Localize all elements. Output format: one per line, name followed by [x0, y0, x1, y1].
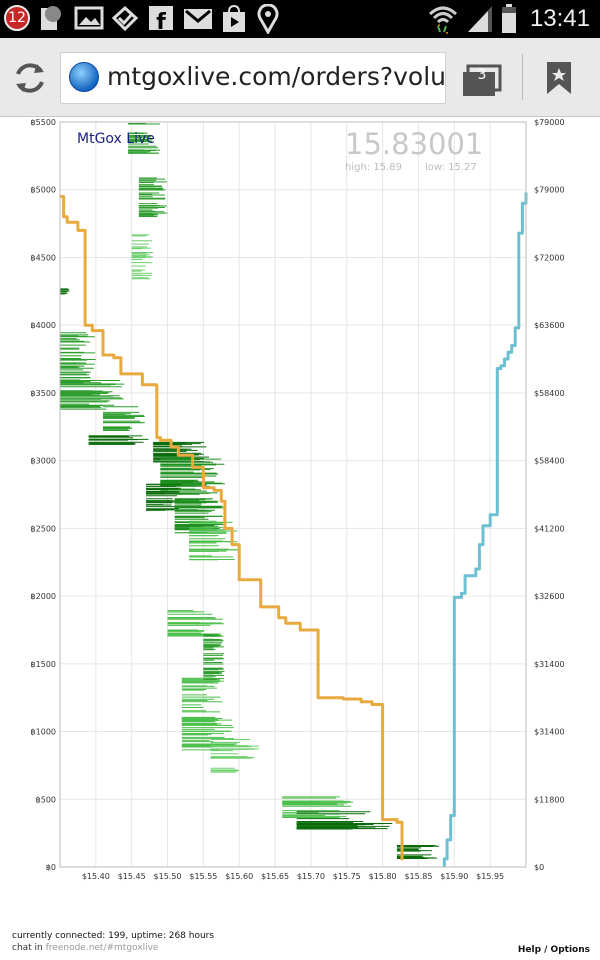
tabs-icon[interactable]: [460, 64, 504, 98]
y-right-tick-label: $79000: [534, 118, 565, 127]
x-tick-label: $15.85: [404, 872, 432, 881]
y-right-tick-label: $0: [534, 863, 544, 872]
gmail-icon: [184, 9, 212, 29]
facebook-icon: f: [149, 6, 173, 32]
high-price: high: 15.89: [345, 162, 402, 173]
x-tick-label: $15.90: [440, 872, 468, 881]
connection-status: currently connected: 199, uptime: 268 ho…: [12, 931, 215, 941]
y-left-tick-label: ฿2500: [31, 524, 56, 533]
y-left-tick-label: ฿500: [36, 795, 56, 804]
browser-toolbar: mtgoxlive.com/orders?volu 3: [0, 38, 600, 117]
x-axis: $15.40 $15.45 $15.50 $15.55 $15.60 $15.65 $15.…: [82, 872, 504, 881]
bid-depth-line: [60, 195, 404, 861]
clock: 13:41: [529, 5, 590, 32]
x-tick-label: $15.65: [261, 872, 289, 881]
x-tick-label: $15.60: [225, 872, 253, 881]
x-tick-label: $15.80: [369, 872, 397, 881]
globe-icon: [69, 62, 99, 92]
check-icon: [111, 5, 139, 32]
y-left-tick-label: ฿1000: [31, 728, 56, 737]
thumbnail-icon: [41, 6, 61, 30]
store-icon: [223, 4, 245, 32]
gallery-icon: [74, 6, 104, 30]
x-tick-label: $15.75: [333, 872, 361, 881]
x-tick-label: $15.45: [118, 872, 146, 881]
plot-frame: [59, 121, 527, 868]
y-left-tick-label: ฿4500: [31, 253, 56, 262]
battery-icon: [502, 4, 516, 33]
y-left-tick-label: ฿1500: [31, 660, 56, 669]
chart-title: MtGox Live: [77, 131, 155, 147]
tabs-count: 3: [477, 67, 487, 83]
y-axis-left: ฿0 ฿500 ฿1000 ฿1500 ฿2000 ฿2500 ฿3000 ฿3500 ฿400…: [31, 118, 56, 872]
chat-prefix: chat in: [12, 943, 46, 953]
location-icon: [257, 4, 279, 34]
reload-icon[interactable]: [10, 58, 50, 98]
y-right-tick-label: $58400: [534, 389, 565, 398]
bookmark-icon[interactable]: [544, 60, 574, 96]
x-tick-label: $15.40: [82, 872, 110, 881]
y-left-tick-label: ฿4000: [31, 321, 56, 330]
help-options-link[interactable]: Help / Options: [517, 945, 590, 955]
svg-text:f: f: [156, 10, 166, 32]
notification-badge-icon: 12: [4, 5, 30, 31]
chat-link[interactable]: freenode.net/#mtgoxlive: [45, 943, 159, 953]
x-tick-label: $15.55: [189, 872, 217, 881]
y-right-tick-label: $79000: [534, 186, 565, 195]
chart-grid: [60, 121, 526, 868]
toolbar-divider: [522, 54, 523, 100]
status-bar: 12 f 13:41: [0, 0, 600, 38]
x-tick-label: $15.50: [154, 872, 182, 881]
y-axis-right: $0 $11800 $31400 $31400 $32600 $41200 $58400 $5…: [534, 118, 565, 872]
x-tick-label: $15.70: [297, 872, 325, 881]
chat-info: chat in freenode.net/#mtgoxlive: [12, 943, 158, 953]
y-right-tick-label: $31400: [534, 728, 565, 737]
url-text: mtgoxlive.com/orders?volu: [107, 62, 446, 91]
y-left-tick-label: ฿5500: [31, 118, 56, 127]
y-right-tick-label: $58400: [534, 457, 565, 466]
depth-lines: [60, 192, 528, 867]
wifi-icon: [428, 6, 458, 34]
x-tick-label: $15.95: [476, 872, 504, 881]
y-right-tick-label: $72000: [534, 253, 565, 262]
y-right-tick-label: $41200: [534, 524, 565, 533]
current-price: 15.83001: [345, 127, 483, 161]
y-right-tick-label: $11800: [534, 795, 565, 804]
y-right-tick-label: $63600: [534, 321, 565, 330]
y-left-tick-label: ฿5000: [31, 186, 56, 195]
orderbook-chart: $15.40 $15.45 $15.50 $15.55 $15.60 $15.65 $15.…: [31, 118, 565, 881]
depth-bars: [60, 123, 439, 860]
ask-depth-line: [442, 192, 528, 867]
signal-icon: [468, 6, 492, 32]
y-left-tick-label: ฿0: [46, 863, 56, 872]
y-left-tick-label: ฿2000: [31, 592, 56, 601]
low-price: low: 15.27: [425, 162, 477, 173]
y-right-tick-label: $31400: [534, 660, 565, 669]
y-right-tick-label: $32600: [534, 592, 565, 601]
y-left-tick-label: ฿3500: [31, 389, 56, 398]
url-bar[interactable]: mtgoxlive.com/orders?volu: [60, 52, 446, 104]
y-left-tick-label: ฿3000: [31, 457, 56, 466]
